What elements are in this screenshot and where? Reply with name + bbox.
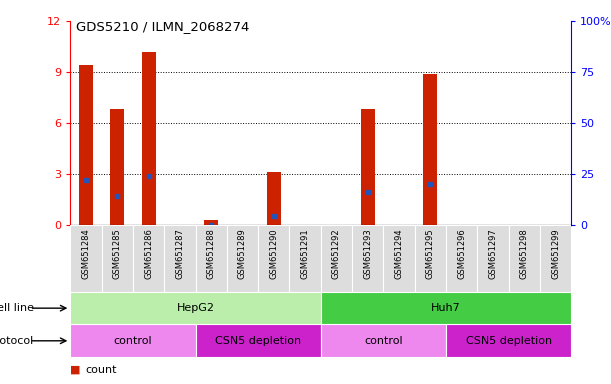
Text: GSM651295: GSM651295 <box>426 228 435 279</box>
Text: CSN5 depletion: CSN5 depletion <box>215 336 301 346</box>
Text: Huh7: Huh7 <box>431 303 461 313</box>
Text: GSM651298: GSM651298 <box>520 228 529 279</box>
Text: control: control <box>114 336 152 346</box>
Text: ■: ■ <box>70 365 81 375</box>
Bar <box>446 225 477 292</box>
Bar <box>204 220 218 225</box>
Text: count: count <box>86 365 117 375</box>
Bar <box>352 225 384 292</box>
Bar <box>258 225 290 292</box>
Text: GSM651296: GSM651296 <box>457 228 466 279</box>
Bar <box>290 225 321 292</box>
Bar <box>360 109 375 225</box>
Text: GSM651299: GSM651299 <box>551 228 560 279</box>
Bar <box>227 225 258 292</box>
Bar <box>321 324 446 357</box>
Bar <box>70 324 196 357</box>
Text: GSM651291: GSM651291 <box>301 228 310 279</box>
Text: protocol: protocol <box>0 336 34 346</box>
Bar <box>101 225 133 292</box>
Text: GSM651286: GSM651286 <box>144 228 153 279</box>
Bar <box>321 292 571 324</box>
Text: GSM651292: GSM651292 <box>332 228 341 279</box>
Text: GDS5210 / ILMN_2068274: GDS5210 / ILMN_2068274 <box>76 20 250 33</box>
Text: cell line: cell line <box>0 303 34 313</box>
Text: GSM651289: GSM651289 <box>238 228 247 279</box>
Bar <box>540 225 571 292</box>
Text: GSM651288: GSM651288 <box>207 228 216 279</box>
Text: GSM651285: GSM651285 <box>113 228 122 279</box>
Bar <box>70 225 101 292</box>
Text: GSM651294: GSM651294 <box>395 228 403 279</box>
Bar <box>133 225 164 292</box>
Bar <box>70 292 321 324</box>
Bar <box>415 225 446 292</box>
Text: GSM651290: GSM651290 <box>269 228 278 279</box>
Bar <box>384 225 415 292</box>
Bar <box>79 65 93 225</box>
Bar <box>321 225 352 292</box>
Text: GSM651284: GSM651284 <box>81 228 90 279</box>
Text: GSM651297: GSM651297 <box>489 228 497 279</box>
Bar <box>196 324 321 357</box>
Text: GSM651293: GSM651293 <box>364 228 372 279</box>
Bar <box>164 225 196 292</box>
Bar <box>446 324 571 357</box>
Text: control: control <box>364 336 403 346</box>
Bar <box>423 74 437 225</box>
Text: GSM651287: GSM651287 <box>175 228 185 279</box>
Bar <box>142 52 156 225</box>
Bar <box>267 172 281 225</box>
Text: HepG2: HepG2 <box>177 303 214 313</box>
Bar <box>509 225 540 292</box>
Bar <box>196 225 227 292</box>
Bar <box>477 225 509 292</box>
Text: CSN5 depletion: CSN5 depletion <box>466 336 552 346</box>
Bar <box>110 109 124 225</box>
